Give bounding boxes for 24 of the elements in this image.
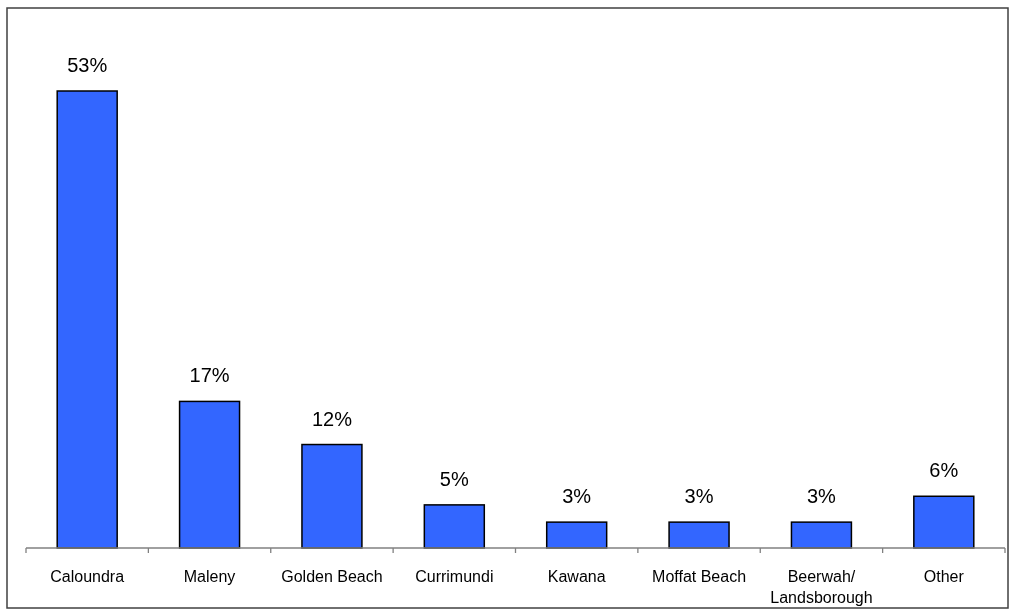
bar — [423, 504, 486, 549]
data-label: 3% — [562, 485, 592, 508]
data-label: 3% — [806, 485, 837, 508]
x-tick-label: Currimundi — [415, 568, 494, 585]
bar — [56, 90, 118, 549]
data-label: 12% — [311, 407, 353, 430]
data-label: 3% — [684, 485, 714, 508]
x-tick-label: Beerwah/ Landsborough — [770, 568, 873, 606]
bar — [178, 400, 241, 549]
x-tick-label: Caloundra — [50, 568, 125, 585]
data-label: 17% — [189, 364, 230, 387]
bar — [790, 521, 853, 549]
bar — [301, 443, 363, 549]
data-label: 53% — [67, 54, 108, 76]
bar — [545, 521, 608, 549]
x-tick-label: Other — [923, 568, 965, 585]
x-tick-label: Moffat Beach — [652, 568, 747, 585]
x-tick-label: Golden Beach — [281, 568, 383, 585]
x-tick-label: Maleny — [183, 568, 236, 585]
bar — [668, 521, 730, 549]
x-tick-label: Kawana — [547, 568, 606, 585]
bar — [913, 495, 975, 549]
data-label: 5% — [439, 467, 469, 490]
data-label: 6% — [929, 459, 959, 482]
